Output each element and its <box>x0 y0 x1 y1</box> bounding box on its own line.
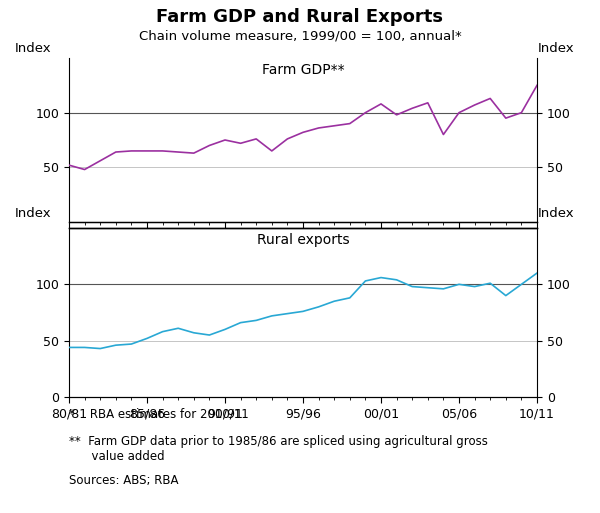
Text: Sources: ABS; RBA: Sources: ABS; RBA <box>69 474 179 487</box>
Text: Farm GDP**: Farm GDP** <box>262 63 344 77</box>
Text: Chain volume measure, 1999/00 = 100, annual*: Chain volume measure, 1999/00 = 100, ann… <box>139 30 461 43</box>
Text: **  Farm GDP data prior to 1985/86 are spliced using agricultural gross
      va: ** Farm GDP data prior to 1985/86 are sp… <box>69 436 488 463</box>
Text: Farm GDP and Rural Exports: Farm GDP and Rural Exports <box>157 8 443 26</box>
Text: Index: Index <box>15 207 52 220</box>
Text: Index: Index <box>15 42 52 55</box>
Text: Index: Index <box>538 42 574 55</box>
Text: *    RBA estimates for 2010/11: * RBA estimates for 2010/11 <box>69 407 249 420</box>
Text: Rural exports: Rural exports <box>257 233 349 247</box>
Text: Index: Index <box>538 207 574 220</box>
